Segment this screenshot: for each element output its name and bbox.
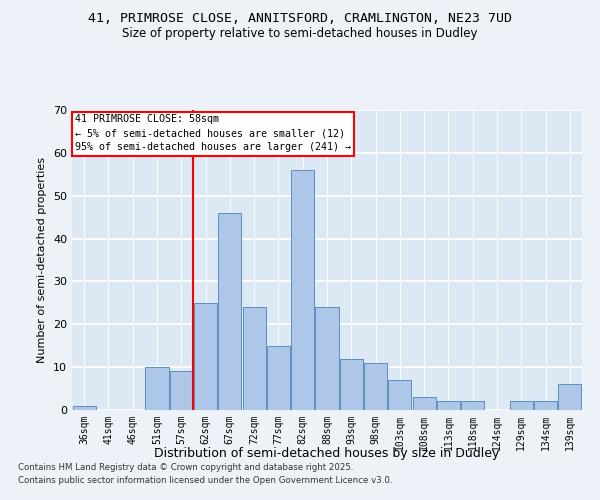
Text: Size of property relative to semi-detached houses in Dudley: Size of property relative to semi-detach… — [122, 28, 478, 40]
Bar — [316, 307, 338, 410]
Bar — [242, 307, 266, 410]
Text: Contains public sector information licensed under the Open Government Licence v3: Contains public sector information licen… — [18, 476, 392, 485]
Bar — [73, 406, 95, 410]
Bar — [218, 213, 241, 410]
Text: 41, PRIMROSE CLOSE, ANNITSFORD, CRAMLINGTON, NE23 7UD: 41, PRIMROSE CLOSE, ANNITSFORD, CRAMLING… — [88, 12, 512, 26]
Bar — [437, 402, 460, 410]
Bar — [388, 380, 412, 410]
Text: 41 PRIMROSE CLOSE: 58sqm
← 5% of semi-detached houses are smaller (12)
95% of se: 41 PRIMROSE CLOSE: 58sqm ← 5% of semi-de… — [74, 114, 350, 152]
Bar — [291, 170, 314, 410]
Bar — [461, 402, 484, 410]
Bar — [145, 367, 169, 410]
Y-axis label: Number of semi-detached properties: Number of semi-detached properties — [37, 157, 47, 363]
Text: Contains HM Land Registry data © Crown copyright and database right 2025.: Contains HM Land Registry data © Crown c… — [18, 464, 353, 472]
Bar — [340, 358, 363, 410]
Bar — [194, 303, 217, 410]
Text: Distribution of semi-detached houses by size in Dudley: Distribution of semi-detached houses by … — [154, 448, 500, 460]
Bar — [170, 372, 193, 410]
Bar — [364, 363, 387, 410]
Bar — [534, 402, 557, 410]
Bar — [559, 384, 581, 410]
Bar — [267, 346, 290, 410]
Bar — [413, 397, 436, 410]
Bar — [510, 402, 533, 410]
